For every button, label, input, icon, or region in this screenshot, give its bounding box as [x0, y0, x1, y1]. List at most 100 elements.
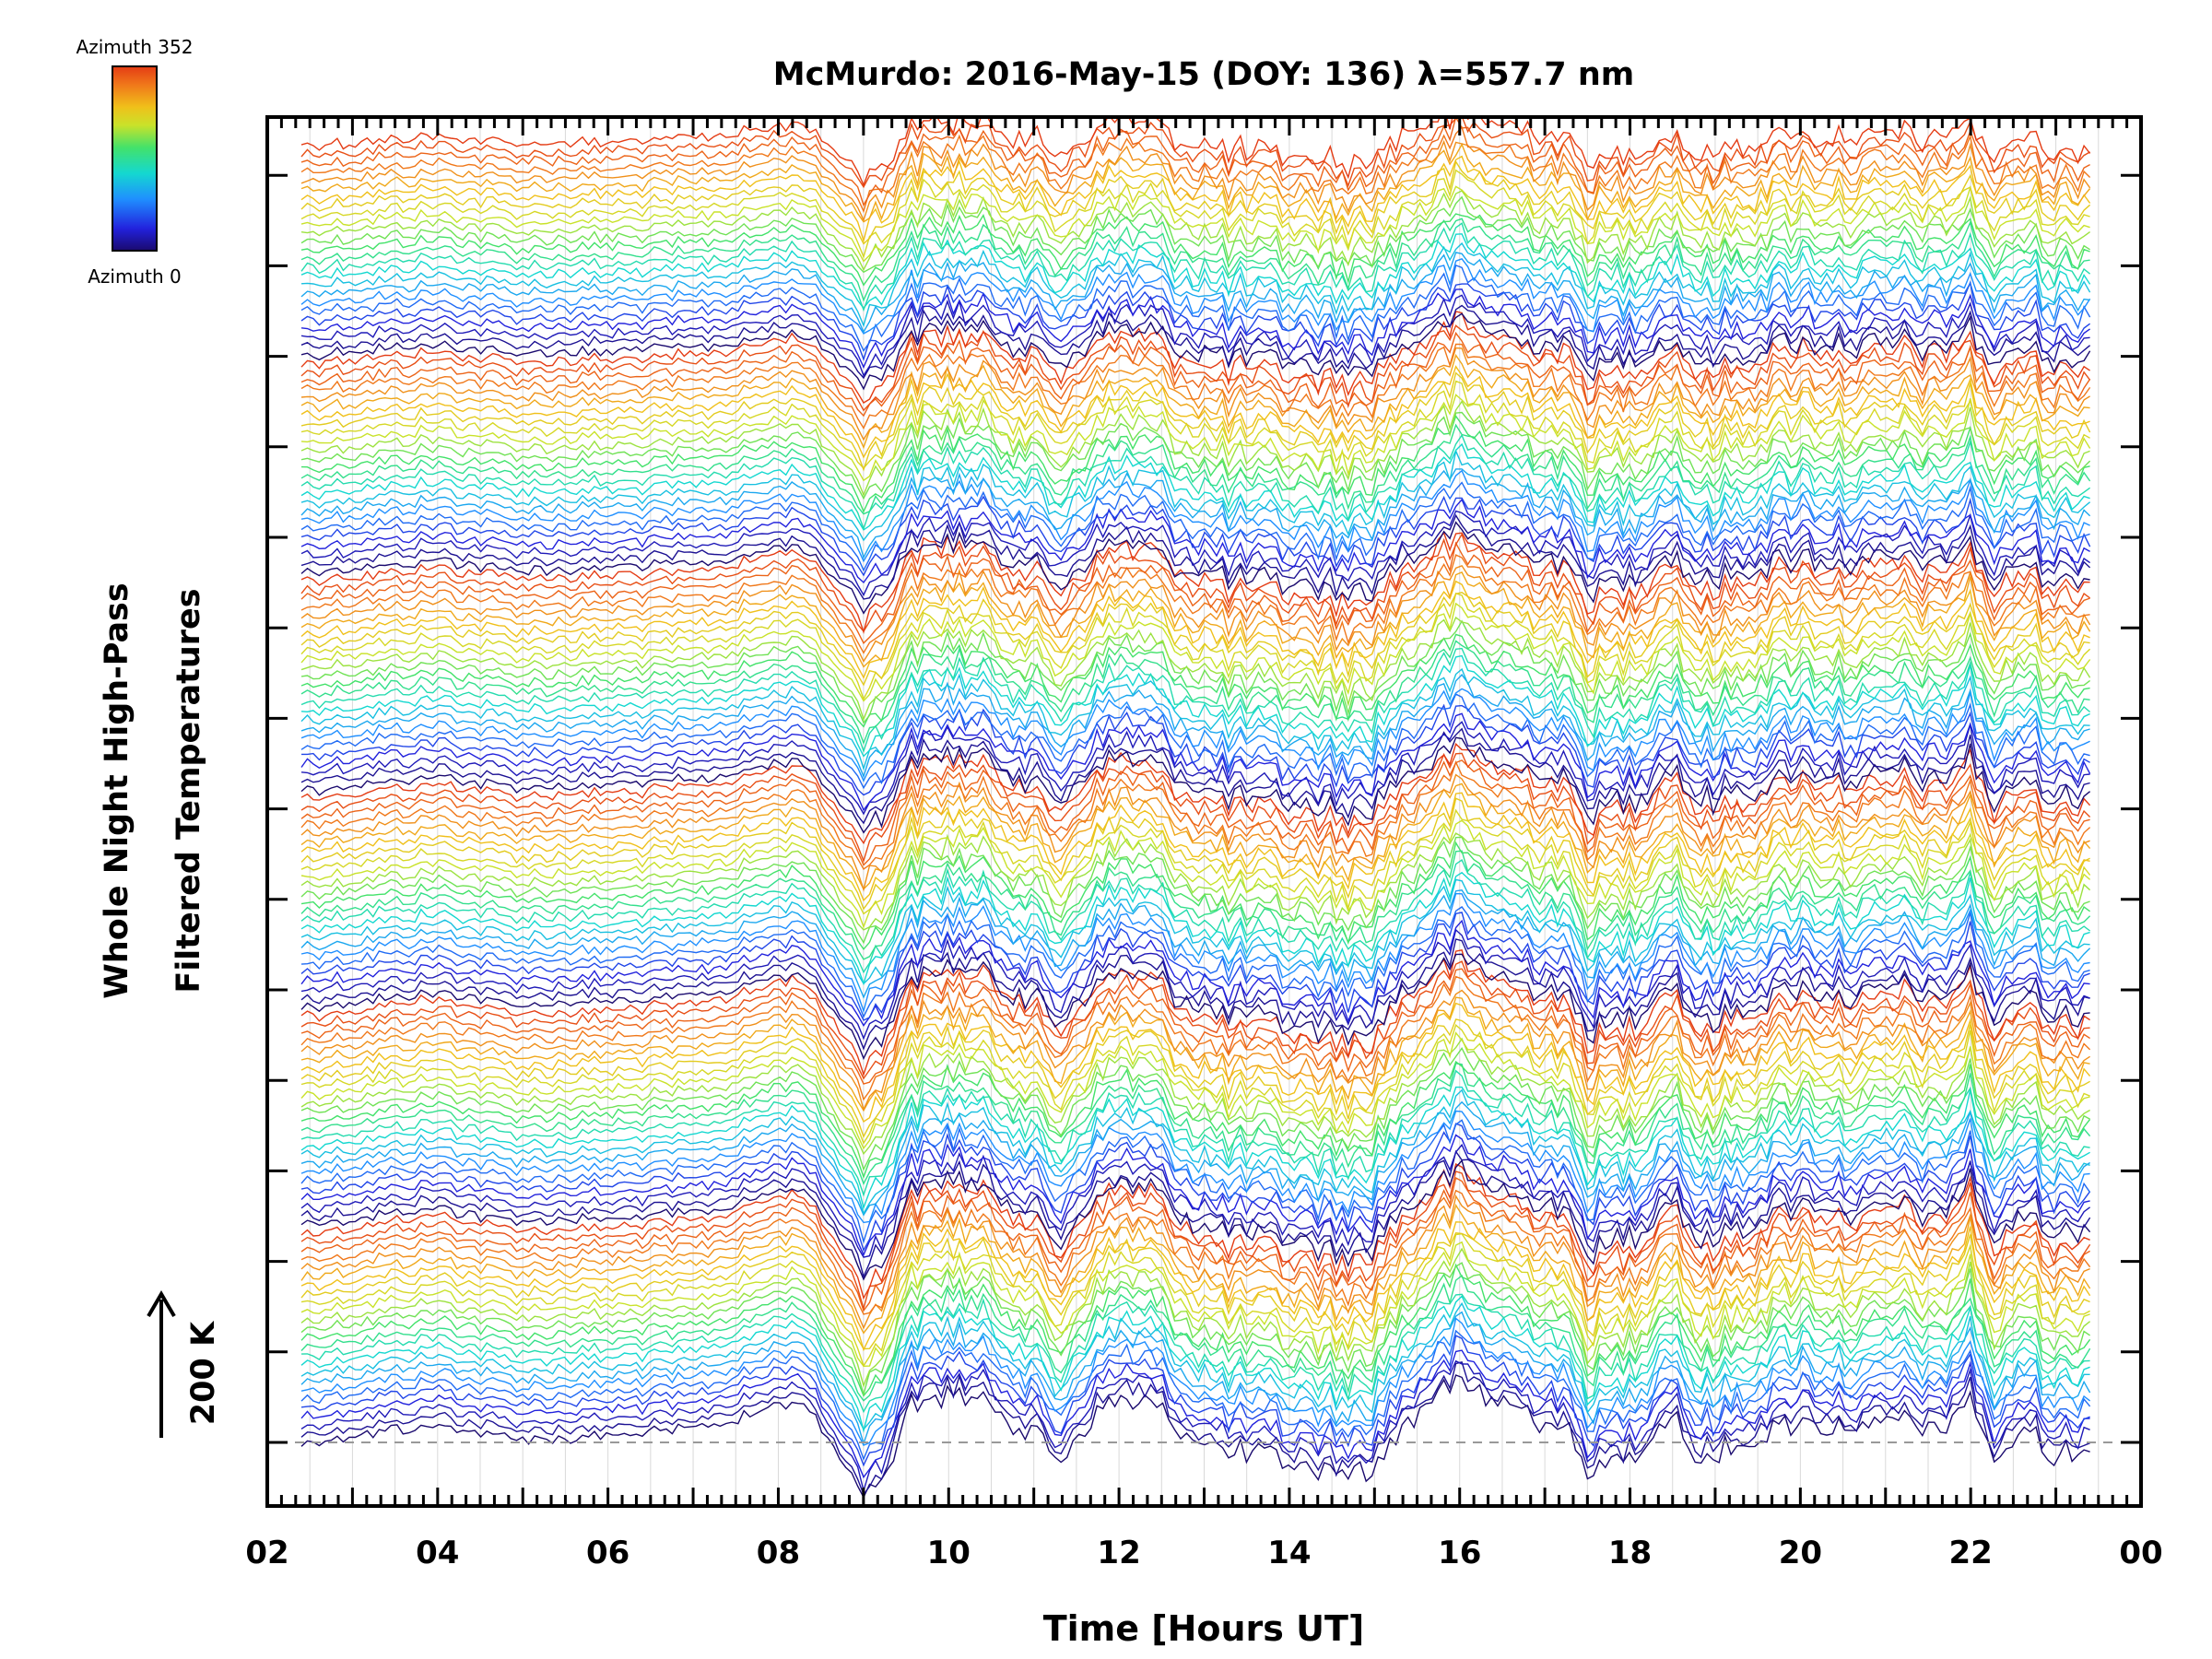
series-line [300, 541, 2090, 644]
series-line [300, 347, 2090, 441]
series-line [300, 159, 2091, 245]
series-line [300, 1374, 2090, 1500]
series-line [300, 752, 2091, 864]
series-line [300, 580, 2090, 679]
series-line [300, 1046, 2090, 1171]
x-tick-label: 10 [927, 1535, 971, 1571]
series-line [300, 892, 2090, 1014]
series-line [300, 1171, 2091, 1312]
series-line [300, 640, 2090, 746]
series-line [300, 592, 2091, 701]
series-line [300, 400, 2090, 498]
series-line [300, 832, 2091, 931]
series-line [300, 411, 2091, 500]
series-line [300, 257, 2091, 335]
series-line [300, 311, 2090, 404]
series-line [300, 1311, 2091, 1446]
series-line [300, 414, 2090, 513]
series-layer [300, 117, 2091, 1500]
series-line [300, 602, 2091, 702]
series-line [300, 858, 2091, 974]
scale-label: 200 K [185, 1320, 222, 1425]
x-tick-labels: 02 04 06 08 10 12 14 16 18 20 22 00 [245, 1535, 2162, 1571]
series-line [300, 442, 2090, 531]
series-line [300, 1088, 2090, 1216]
series-line [300, 155, 2091, 243]
series-line [300, 938, 2090, 1051]
series-line [300, 222, 2091, 312]
series-line [300, 1159, 2091, 1281]
x-tick-label: 18 [1608, 1535, 1652, 1571]
series-line [300, 513, 2091, 600]
colorbar-legend: Azimuth 352 Azimuth 0 [76, 36, 194, 288]
series-line [300, 218, 2090, 302]
series-line [300, 343, 2091, 429]
series-line [300, 294, 2090, 377]
series-line [300, 792, 2090, 902]
series-line [300, 448, 2091, 542]
series-line [300, 721, 2090, 816]
series-line [300, 1361, 2090, 1496]
colorbar-top-label: Azimuth 352 [76, 36, 194, 58]
x-tick-label: 20 [1779, 1535, 1822, 1571]
series-line [300, 1086, 2090, 1210]
series-line [300, 727, 2090, 825]
series-line [300, 433, 2091, 531]
series-line [300, 1232, 2090, 1368]
series-line [300, 1119, 2091, 1244]
series-line [300, 510, 2091, 597]
series-line [300, 878, 2090, 985]
series-line [300, 667, 2090, 771]
x-tick-label: 02 [245, 1535, 288, 1571]
series-line [300, 654, 2090, 758]
series-line [300, 521, 2090, 615]
series-line [300, 241, 2091, 328]
series-line [300, 759, 2090, 866]
series-line [300, 169, 2090, 259]
series-line [300, 324, 2091, 412]
series-line [300, 1293, 2090, 1414]
series-line [300, 1329, 2091, 1462]
x-tick-label: 12 [1097, 1535, 1140, 1571]
series-line [300, 948, 2090, 1077]
series-line [300, 592, 2090, 687]
series-line [300, 331, 2091, 418]
series-line [300, 889, 2091, 999]
series-line [300, 1203, 2091, 1335]
series-line [300, 468, 2091, 559]
series-line [300, 819, 2091, 929]
series-line [300, 554, 2090, 654]
series-line [300, 1018, 2090, 1138]
series-line [300, 139, 2091, 222]
series-line [300, 841, 2091, 951]
series-line [300, 773, 2090, 892]
x-tick-label: 22 [1949, 1535, 1993, 1571]
series-line [300, 674, 2090, 779]
x-tick-label: 16 [1438, 1535, 1481, 1571]
series-line [301, 703, 2090, 796]
x-tick-label: 00 [2119, 1535, 2162, 1571]
series-line [300, 365, 2090, 459]
series-line [300, 906, 2090, 1018]
series-line [300, 1317, 2091, 1447]
series-line [300, 975, 2091, 1101]
series-line [300, 759, 2091, 871]
series-line [300, 533, 2091, 633]
series-line [300, 184, 2090, 263]
series-line [300, 1262, 2090, 1397]
series-line [300, 1241, 2090, 1368]
x-tick-label: 08 [757, 1535, 800, 1571]
series-line [300, 693, 2090, 790]
series-line [300, 619, 2091, 724]
axis-ticks [265, 117, 2143, 1506]
series-line [300, 1134, 2090, 1257]
series-line [300, 1149, 2091, 1279]
series-line [300, 1194, 2090, 1330]
series-line [300, 423, 2091, 515]
series-line [300, 1002, 2091, 1124]
series-line [300, 125, 2091, 214]
series-line [300, 1221, 2091, 1352]
y-axis-label-line1: Whole Night High-Pass [99, 582, 135, 998]
x-tick-label: 04 [416, 1535, 459, 1571]
